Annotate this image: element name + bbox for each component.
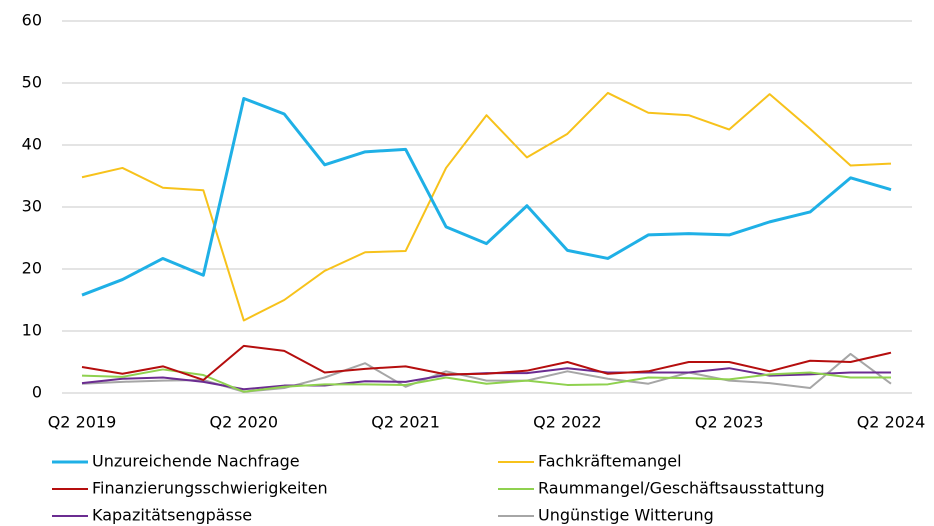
legend-label: Ungünstige Witterung bbox=[538, 506, 714, 525]
legend-label: Raummangel/Geschäftsausstattung bbox=[538, 479, 825, 498]
series-line bbox=[81, 368, 891, 393]
y-tick-label: 30 bbox=[22, 197, 42, 216]
legend-label: Fachkräftemangel bbox=[538, 452, 682, 471]
legend-label: Unzureichende Nachfrage bbox=[92, 452, 300, 471]
legend-label: Finanzierungsschwierigkeiten bbox=[92, 479, 328, 498]
x-tick-label: Q2 2023 bbox=[695, 413, 764, 432]
x-tick-label: Q2 2024 bbox=[857, 413, 926, 432]
series-line bbox=[81, 344, 892, 381]
y-tick-label: 40 bbox=[22, 135, 42, 154]
x-tick-label: Q2 2020 bbox=[210, 413, 279, 432]
x-tick-label: Q2 2019 bbox=[48, 413, 117, 432]
y-tick-label: 0 bbox=[32, 383, 42, 402]
y-tick-label: 50 bbox=[22, 73, 42, 92]
series-line bbox=[81, 91, 892, 322]
y-tick-label: 10 bbox=[22, 321, 42, 340]
series-line bbox=[81, 97, 892, 297]
x-tick-label: Q2 2021 bbox=[371, 413, 440, 432]
y-tick-label: 20 bbox=[22, 259, 42, 278]
legend-label: Kapazitätsengpässe bbox=[92, 506, 252, 525]
y-tick-label: 60 bbox=[22, 11, 42, 30]
x-tick-label: Q2 2022 bbox=[533, 413, 602, 432]
